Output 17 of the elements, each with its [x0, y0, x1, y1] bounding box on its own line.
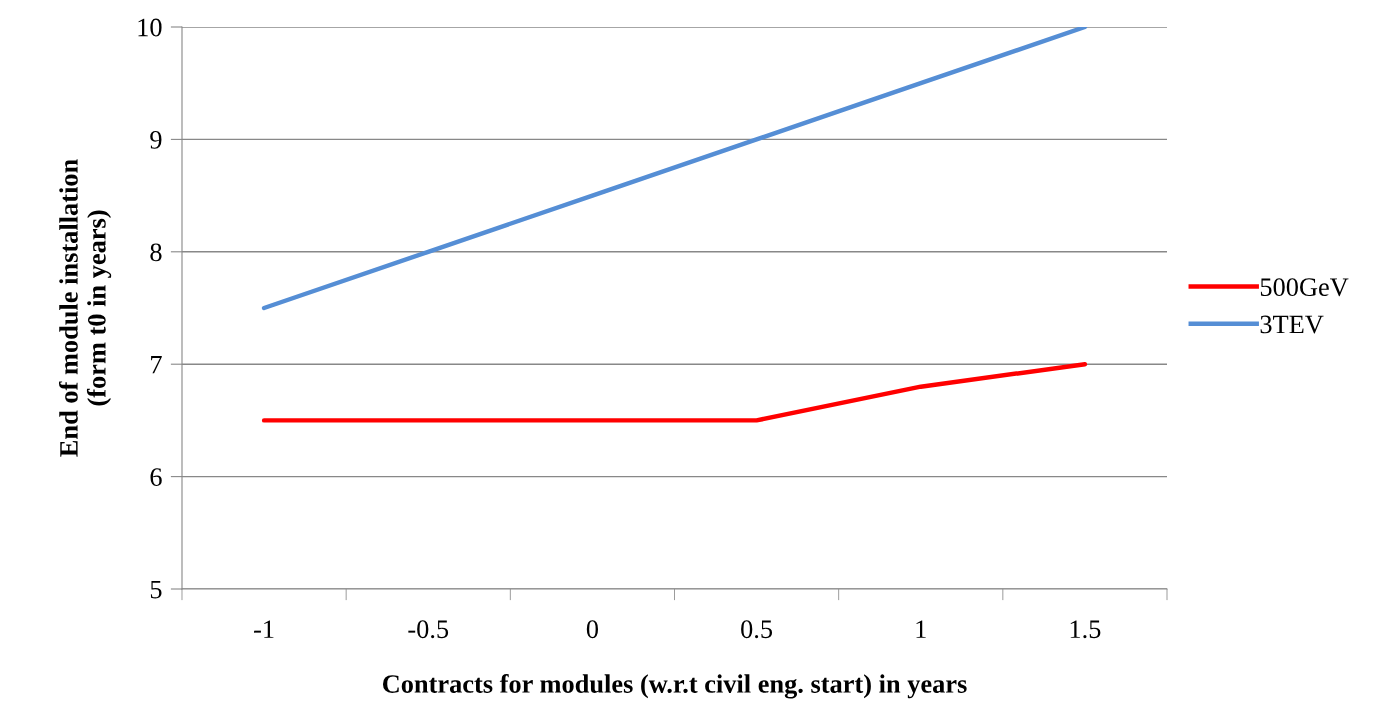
x-tick-label: 1.5 — [1070, 620, 1101, 639]
y-tick-label: 6 — [150, 468, 162, 487]
x-tick-label: 0 — [586, 620, 599, 639]
x-tick-label: -1 — [254, 620, 274, 638]
legend-label: 3TEV — [1260, 315, 1324, 334]
x-tick-label: -0.5 — [408, 620, 449, 639]
x-tick-label: 1 — [916, 620, 926, 638]
y-tick-label: 9 — [150, 131, 162, 149]
y-tick-label: 5 — [150, 580, 162, 599]
y-tick-label: 10 — [138, 18, 162, 37]
y-axis-title: End of module installation (form t0 in years) — [58, 159, 112, 457]
x-tick-label: 0.5 — [741, 620, 773, 639]
y-tick-label: 7 — [151, 356, 162, 374]
x-axis-title: Contracts for modules (w.r.t civil eng. start) in years — [382, 674, 967, 699]
line-series — [261, 27, 1088, 311]
legend-label: 500GeV — [1260, 278, 1349, 297]
y-tick-label: 8 — [150, 243, 162, 262]
